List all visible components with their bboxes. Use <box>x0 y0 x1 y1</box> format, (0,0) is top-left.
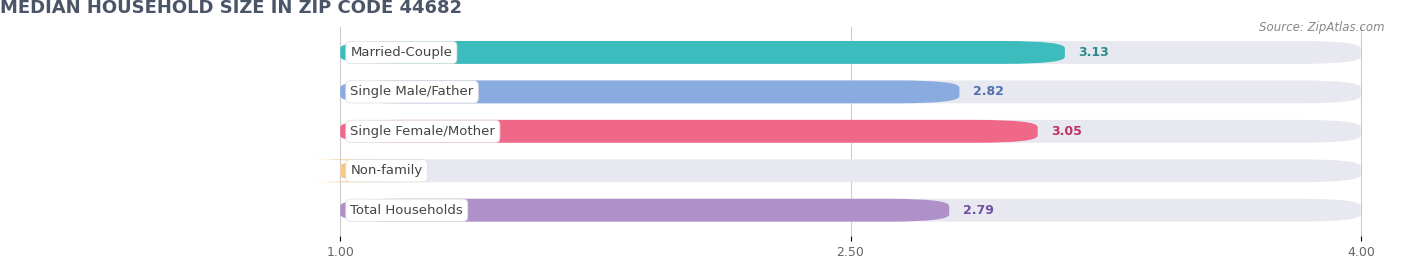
Text: 3.13: 3.13 <box>1078 46 1109 59</box>
FancyBboxPatch shape <box>340 199 949 222</box>
FancyBboxPatch shape <box>340 159 1361 182</box>
FancyBboxPatch shape <box>340 41 1361 64</box>
Text: Total Households: Total Households <box>350 204 463 217</box>
FancyBboxPatch shape <box>340 80 959 103</box>
Text: Single Female/Mother: Single Female/Mother <box>350 125 495 138</box>
FancyBboxPatch shape <box>340 120 1038 143</box>
FancyBboxPatch shape <box>340 41 1064 64</box>
Text: 2.82: 2.82 <box>973 85 1004 98</box>
Text: Married-Couple: Married-Couple <box>350 46 453 59</box>
Text: Single Male/Father: Single Male/Father <box>350 85 474 98</box>
Text: 1.09: 1.09 <box>384 164 415 177</box>
FancyBboxPatch shape <box>340 80 1361 103</box>
Text: 3.05: 3.05 <box>1052 125 1083 138</box>
FancyBboxPatch shape <box>309 159 402 182</box>
Text: Source: ZipAtlas.com: Source: ZipAtlas.com <box>1260 21 1385 35</box>
FancyBboxPatch shape <box>340 120 1361 143</box>
FancyBboxPatch shape <box>340 199 1361 222</box>
Text: 2.79: 2.79 <box>963 204 994 217</box>
Text: MEDIAN HOUSEHOLD SIZE IN ZIP CODE 44682: MEDIAN HOUSEHOLD SIZE IN ZIP CODE 44682 <box>0 0 463 17</box>
Text: Non-family: Non-family <box>350 164 423 177</box>
